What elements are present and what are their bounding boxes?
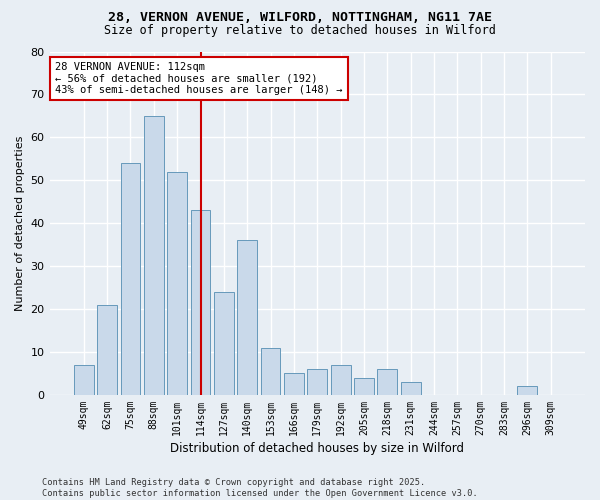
Bar bbox=[144, 116, 164, 395]
Bar bbox=[74, 365, 94, 395]
Bar bbox=[354, 378, 374, 395]
Text: 28, VERNON AVENUE, WILFORD, NOTTINGHAM, NG11 7AE: 28, VERNON AVENUE, WILFORD, NOTTINGHAM, … bbox=[108, 11, 492, 24]
X-axis label: Distribution of detached houses by size in Wilford: Distribution of detached houses by size … bbox=[170, 442, 464, 455]
Text: 28 VERNON AVENUE: 112sqm
← 56% of detached houses are smaller (192)
43% of semi-: 28 VERNON AVENUE: 112sqm ← 56% of detach… bbox=[55, 62, 343, 95]
Text: Size of property relative to detached houses in Wilford: Size of property relative to detached ho… bbox=[104, 24, 496, 37]
Bar bbox=[97, 305, 117, 395]
Bar bbox=[331, 365, 350, 395]
Text: Contains HM Land Registry data © Crown copyright and database right 2025.
Contai: Contains HM Land Registry data © Crown c… bbox=[42, 478, 478, 498]
Bar bbox=[191, 210, 211, 395]
Bar bbox=[284, 374, 304, 395]
Bar bbox=[238, 240, 257, 395]
Bar bbox=[377, 369, 397, 395]
Bar bbox=[167, 172, 187, 395]
Bar bbox=[517, 386, 538, 395]
Bar bbox=[121, 163, 140, 395]
Bar bbox=[307, 369, 327, 395]
Bar bbox=[401, 382, 421, 395]
Bar bbox=[260, 348, 280, 395]
Bar bbox=[214, 292, 234, 395]
Y-axis label: Number of detached properties: Number of detached properties bbox=[15, 136, 25, 311]
